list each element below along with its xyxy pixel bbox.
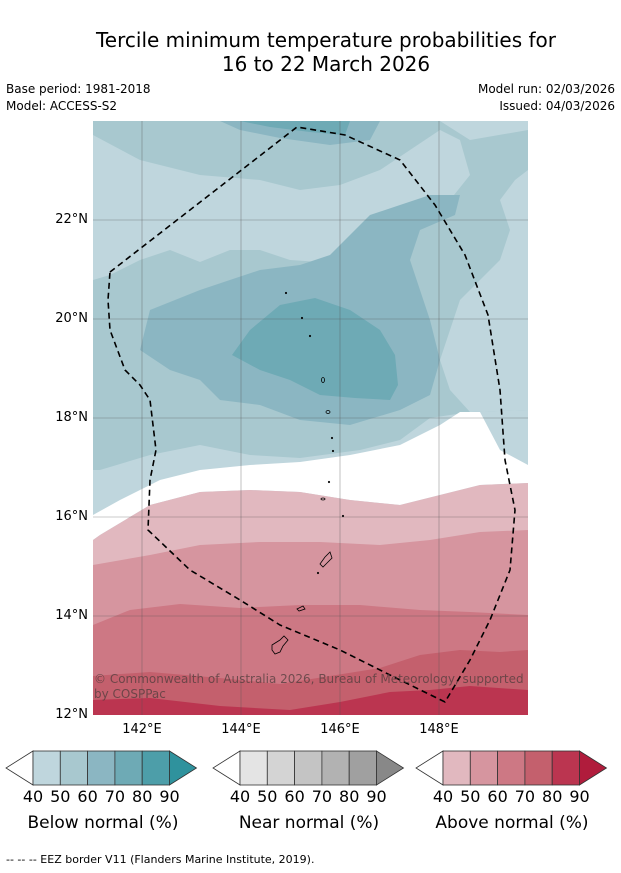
above-legend-swatch bbox=[442, 750, 471, 786]
lat-label-22n: 22°N bbox=[55, 212, 88, 227]
near-legend-tick: 50 bbox=[257, 787, 278, 806]
meta-left: Base period: 1981-2018 Model: ACCESS-S2 bbox=[6, 81, 151, 115]
below-legend-tick: 80 bbox=[132, 787, 153, 806]
near-legend-over-arrow bbox=[376, 750, 405, 786]
above-legend-tick: 90 bbox=[569, 787, 590, 806]
below-70-region bbox=[232, 298, 398, 400]
near-legend-swatch bbox=[239, 750, 268, 786]
below-legend-tick: 70 bbox=[104, 787, 126, 806]
below-legend-swatch bbox=[141, 750, 170, 786]
below-legend-swatch bbox=[87, 750, 116, 786]
below-legend-over-arrow bbox=[169, 750, 198, 786]
near-legend-swatch bbox=[348, 750, 377, 786]
near-legend-swatch bbox=[294, 750, 323, 786]
legend-below bbox=[5, 750, 198, 786]
below-legend-swatch bbox=[59, 750, 88, 786]
lon-label-142e: 142°E bbox=[122, 722, 162, 737]
above-legend-over-arrow bbox=[579, 750, 608, 786]
above-legend-tick: 60 bbox=[487, 787, 508, 806]
map-plot-area bbox=[93, 121, 528, 715]
near-legend-tick: 60 bbox=[284, 787, 305, 806]
below-40-pocket bbox=[93, 130, 470, 280]
below-legend-swatch bbox=[114, 750, 143, 786]
below-legend-tick: 40 bbox=[22, 787, 44, 806]
lat-label-16n: 16°N bbox=[55, 509, 88, 524]
lon-label-146e: 146°E bbox=[320, 722, 360, 737]
islands bbox=[271, 291, 345, 655]
above-80-region bbox=[93, 686, 528, 715]
copyright-text: © Commonwealth of Australia 2026, Bureau… bbox=[94, 672, 524, 701]
near-legend-tick: 80 bbox=[339, 787, 360, 806]
legend-near-title: Near normal (%) bbox=[238, 813, 380, 833]
legend-above-title: Above normal (%) bbox=[435, 813, 589, 833]
near-normal-band bbox=[93, 412, 528, 540]
legend-near bbox=[212, 750, 405, 786]
above-legend-swatch bbox=[497, 750, 526, 786]
near-legend-under-arrow bbox=[212, 750, 241, 786]
issued-date: Issued: 04/03/2026 bbox=[499, 99, 615, 113]
lat-label-12n: 12°N bbox=[55, 707, 88, 722]
above-legend-tick: 80 bbox=[542, 787, 563, 806]
base-period: Base period: 1981-2018 bbox=[6, 82, 151, 96]
model-name: Model: ACCESS-S2 bbox=[6, 99, 118, 113]
below-legend-swatch bbox=[32, 750, 61, 786]
above-legend-tick: 40 bbox=[432, 787, 454, 806]
below-legend-tick: 90 bbox=[159, 787, 180, 806]
footer-eez-note: -- -- -- EEZ border V11 (Flanders Marine… bbox=[6, 853, 315, 866]
above-legend-swatch bbox=[551, 750, 580, 786]
eez-border bbox=[107, 126, 516, 704]
near-legend-tick: 40 bbox=[229, 787, 251, 806]
lat-label-20n: 20°N bbox=[55, 311, 88, 326]
legend-below-title: Below normal (%) bbox=[27, 813, 179, 833]
above-legend-tick: 50 bbox=[460, 787, 481, 806]
map-title: Tercile minimum temperature probabilitie… bbox=[0, 28, 621, 76]
lon-label-144e: 144°E bbox=[221, 722, 261, 737]
meta-right: Model run: 02/03/2026 Issued: 04/03/2026 bbox=[478, 81, 615, 115]
lon-label-148e: 148°E bbox=[419, 722, 459, 737]
lat-label-14n: 14°N bbox=[55, 608, 88, 623]
title-line-2: 16 to 22 March 2026 bbox=[221, 52, 431, 76]
near-legend-tick: 70 bbox=[311, 787, 333, 806]
lat-label-18n: 18°N bbox=[55, 410, 88, 425]
near-legend-tick: 90 bbox=[366, 787, 387, 806]
above-legend-tick: 70 bbox=[514, 787, 536, 806]
above-legend-swatch bbox=[469, 750, 498, 786]
legend-above bbox=[415, 750, 608, 786]
gridlines bbox=[93, 121, 528, 715]
title-line-1: Tercile minimum temperature probabilitie… bbox=[95, 28, 557, 52]
below-legend-under-arrow bbox=[5, 750, 34, 786]
near-legend-swatch bbox=[266, 750, 295, 786]
model-run: Model run: 02/03/2026 bbox=[477, 82, 615, 96]
near-legend-swatch bbox=[321, 750, 350, 786]
below-legend-tick: 50 bbox=[50, 787, 71, 806]
above-legend-swatch bbox=[524, 750, 553, 786]
below-legend-tick: 60 bbox=[77, 787, 98, 806]
below-40-right bbox=[440, 121, 528, 412]
above-legend-under-arrow bbox=[415, 750, 444, 786]
